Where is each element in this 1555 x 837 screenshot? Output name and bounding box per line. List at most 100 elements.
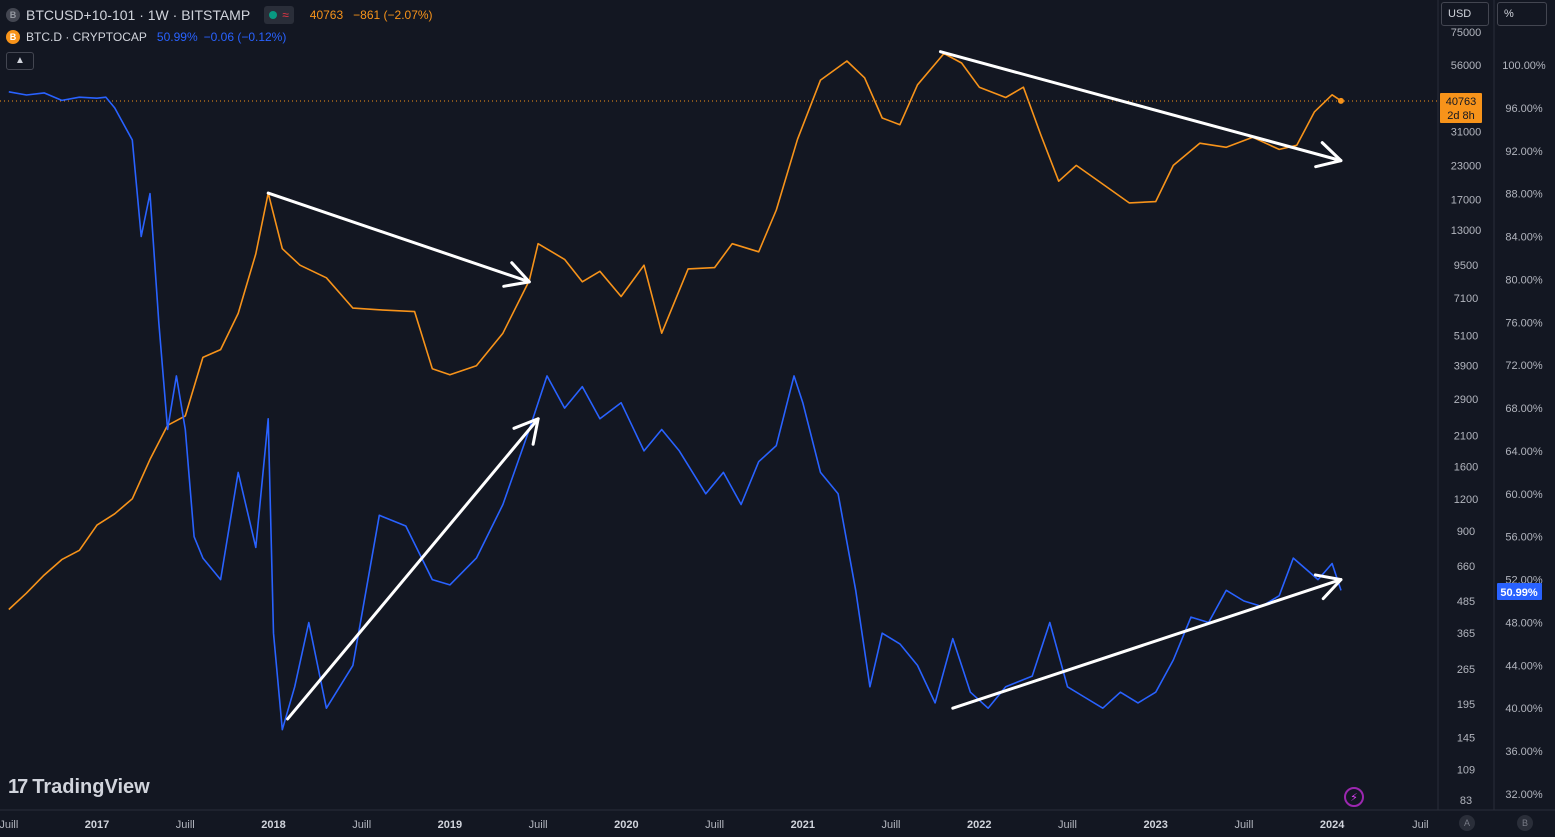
percent-tick-label: 40.00%	[1505, 703, 1543, 715]
usd-tick-label: 660	[1457, 561, 1475, 573]
usd-tick-label: 365	[1457, 628, 1475, 640]
trend-arrows	[266, 50, 1343, 721]
time-tick-label: 2022	[967, 819, 991, 831]
usd-tick-label: 265	[1457, 664, 1475, 676]
percent-tick-label: 68.00%	[1505, 403, 1543, 415]
usd-tick-label: 7100	[1454, 293, 1478, 305]
usd-tick-label: 75000	[1451, 27, 1482, 39]
time-tick-label: Juil	[1412, 819, 1429, 831]
time-tick-label: 2021	[791, 819, 815, 831]
time-tick-label: Juill	[882, 819, 901, 831]
usd-tick-label: 13000	[1451, 225, 1482, 237]
usd-tick-label: 485	[1457, 596, 1475, 608]
bitstamp-symbol-icon: B	[6, 8, 20, 22]
usd-tick-label: 5100	[1454, 330, 1478, 342]
price-axis-percent[interactable]: 100.00% 96.00% 92.00% 88.00% 84.00% 80.00% 76.…	[1502, 60, 1546, 801]
wave-icon: ≈	[282, 8, 289, 22]
percent-tick-label: 80.00%	[1505, 274, 1543, 286]
legend-series2-row[interactable]: B BTC.D · CRYPTOCAP 50.99% −0.06 (−0.12%…	[6, 26, 433, 48]
usd-tick-label: 9500	[1454, 260, 1478, 272]
time-tick-label: 2024	[1320, 819, 1345, 831]
trend-arrow-head	[512, 417, 540, 446]
tradingview-logo-text: TradingView	[32, 776, 150, 798]
trend-arrow-shaft	[286, 417, 540, 721]
auto-scale-button[interactable]: A	[1459, 815, 1475, 831]
collapse-legend-button[interactable]: ▲	[6, 52, 34, 70]
usd-tick-label: 1200	[1454, 494, 1478, 506]
time-tick-label: Juill	[0, 819, 18, 831]
trend-arrow-1	[266, 191, 531, 288]
series2-change: −0.06 (−0.12%)	[203, 30, 287, 44]
b-button[interactable]: B	[1517, 815, 1533, 831]
market-status[interactable]: ≈	[264, 6, 294, 24]
trend-arrow-head	[502, 261, 531, 288]
legend-main-row[interactable]: B BTCUSD+10-101 · 1W · BITSTAMP ≈ 40763 …	[6, 4, 433, 26]
series-lines	[8, 52, 1344, 731]
btcusd-price-line	[8, 52, 1342, 611]
usd-tick-label: 2100	[1454, 431, 1478, 443]
percent-tick-label: 88.00%	[1505, 189, 1543, 201]
percent-tick-label: 72.00%	[1505, 360, 1543, 372]
usd-tick-label: 2900	[1454, 394, 1478, 406]
chevron-up-icon: ▲	[15, 55, 25, 66]
percent-tick-label: 32.00%	[1505, 789, 1543, 801]
trend-arrow-head	[1313, 573, 1343, 601]
time-tick-label: Juill	[176, 819, 195, 831]
usd-scale-button[interactable]: USD	[1441, 2, 1489, 26]
time-tick-label: 2023	[1143, 819, 1167, 831]
last-price-countdown: 2d 8h	[1447, 110, 1475, 122]
main-symbol-title[interactable]: BTCUSD+10-101 · 1W · BITSTAMP	[26, 7, 251, 23]
last-price-label: 40763 2d 8h	[1440, 93, 1482, 123]
btcusd-last-point	[1337, 97, 1344, 104]
percent-tick-label: 36.00%	[1505, 746, 1543, 758]
percent-tick-label: 76.00%	[1505, 317, 1543, 329]
usd-tick-label: 17000	[1451, 195, 1482, 207]
trend-arrow-4	[951, 573, 1343, 710]
flash-icon[interactable]: ⚡	[1344, 787, 1364, 807]
usd-tick-label: 900	[1457, 526, 1475, 538]
series2-title[interactable]: BTC.D · CRYPTOCAP	[26, 30, 147, 44]
percent-tick-label: 56.00%	[1505, 532, 1543, 544]
trend-arrow-shaft	[938, 50, 1343, 163]
time-tick-label: 2019	[438, 819, 462, 831]
trend-arrow-3	[286, 417, 540, 721]
time-axis[interactable]: Juill 2017 Juill 2018 Juill 2019 Juill 2020 Juil…	[0, 819, 1429, 831]
time-tick-label: 2018	[261, 819, 285, 831]
tradingview-logo[interactable]: 17 TradingView	[8, 776, 150, 799]
percent-tick-label: 96.00%	[1505, 103, 1543, 115]
trend-arrow-head	[1314, 141, 1343, 169]
usd-tick-label: 1600	[1454, 461, 1478, 473]
percent-tick-label: 60.00%	[1505, 489, 1543, 501]
percent-tick-label: 100.00%	[1502, 60, 1546, 72]
time-tick-label: Juill	[352, 819, 371, 831]
time-tick-label: Juill	[705, 819, 724, 831]
usd-tick-label: 109	[1457, 764, 1475, 776]
percent-scale-button[interactable]: %	[1497, 2, 1547, 26]
time-tick-label: 2020	[614, 819, 638, 831]
usd-tick-label: 31000	[1451, 127, 1482, 139]
time-tick-label: Juill	[1058, 819, 1077, 831]
bitcoin-icon: B	[6, 30, 20, 44]
main-change: −861 (−2.07%)	[353, 8, 433, 22]
percent-tick-label: 84.00%	[1505, 232, 1543, 244]
time-tick-label: Juill	[1234, 819, 1253, 831]
usd-tick-label: 83	[1460, 795, 1472, 807]
dominance-last-label: 50.99%	[1497, 583, 1542, 600]
time-tick-label: Juill	[529, 819, 548, 831]
series2-value: 50.99%	[156, 30, 198, 44]
last-price-value: 40763	[1446, 96, 1477, 108]
trend-arrow-shaft	[266, 191, 531, 284]
main-price: 40763	[309, 8, 344, 22]
percent-tick-label: 92.00%	[1505, 146, 1543, 158]
usd-tick-label: 195	[1457, 699, 1475, 711]
time-tick-label: 2017	[85, 819, 109, 831]
percent-tick-label: 64.00%	[1505, 446, 1543, 458]
trend-arrow-shaft	[951, 578, 1343, 710]
percent-tick-label: 44.00%	[1505, 660, 1543, 672]
usd-tick-label: 145	[1457, 732, 1475, 744]
percent-tick-label: 48.00%	[1505, 617, 1543, 629]
price-axis-usd[interactable]: 7500056000410003100023000170001300095007…	[1451, 27, 1482, 807]
usd-tick-label: 56000	[1451, 60, 1482, 72]
